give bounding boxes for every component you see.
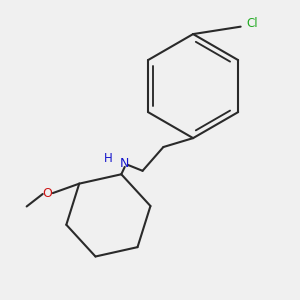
- Text: N: N: [120, 157, 129, 170]
- Text: H: H: [104, 152, 113, 165]
- Text: O: O: [43, 187, 52, 200]
- Text: Cl: Cl: [247, 17, 258, 30]
